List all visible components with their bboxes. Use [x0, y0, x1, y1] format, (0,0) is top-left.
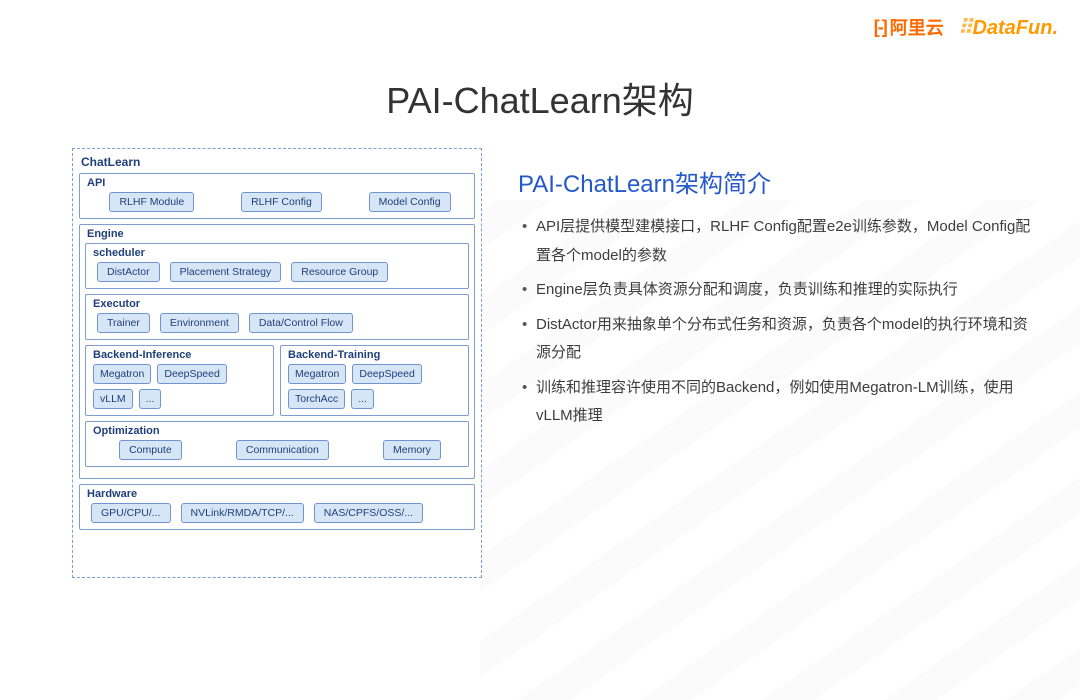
node-compute: Compute — [119, 440, 182, 460]
bt-row-0: Megatron DeepSpeed — [286, 364, 463, 384]
layer-engine: Engine scheduler DistActor Placement Str… — [79, 224, 475, 479]
bullet-list: API层提供模型建模接口，RLHF Config配置e2e训练参数，Model … — [518, 213, 1032, 431]
layer-hardware: Hardware GPU/CPU/... NVLink/RMDA/TCP/...… — [79, 484, 475, 530]
layer-api-row: RLHF Module RLHF Config Model Config — [85, 192, 469, 212]
node-data-control-flow: Data/Control Flow — [249, 313, 353, 333]
node-bt-megatron: Megatron — [288, 364, 346, 384]
sublayer-optimization: Optimization Compute Communication Memor… — [85, 421, 469, 467]
scheduler-row: DistActor Placement Strategy Resource Gr… — [91, 262, 463, 282]
datafun-dots-icon: ⠿ — [958, 17, 973, 39]
bullet-item: Engine层负责具体资源分配和调度，负责训练和推理的实际执行 — [518, 276, 1032, 305]
layer-api: API RLHF Module RLHF Config Model Config — [79, 173, 475, 219]
bullet-item: API层提供模型建模接口，RLHF Config配置e2e训练参数，Model … — [518, 213, 1032, 270]
description-panel: PAI-ChatLearn架构简介 API层提供模型建模接口，RLHF Conf… — [518, 148, 1032, 578]
bullet-item: 训练和推理容许使用不同的Backend，例如使用Megatron-LM训练，使用… — [518, 374, 1032, 431]
node-bi-vllm: vLLM — [93, 389, 133, 409]
content-row: ChatLearn API RLHF Module RLHF Config Mo… — [72, 148, 1032, 578]
logo-aliyun: [-] 阿里云 — [874, 14, 944, 40]
node-trainer: Trainer — [97, 313, 150, 333]
layer-api-title: API — [87, 177, 469, 189]
backend-inference-title: Backend-Inference — [93, 349, 268, 361]
node-bt-more: ... — [351, 389, 374, 409]
node-nas: NAS/CPFS/OSS/... — [314, 503, 423, 523]
bi-row-0: Megatron DeepSpeed — [91, 364, 268, 384]
logo-datafun: ⠿DataFun. — [958, 15, 1058, 40]
sublayer-backend-inference: Backend-Inference Megatron DeepSpeed vLL… — [85, 345, 274, 416]
bt-row-1: TorchAcc ... — [286, 389, 463, 409]
optimization-title: Optimization — [93, 425, 463, 437]
bi-row-1: vLLM ... — [91, 389, 268, 409]
node-memory: Memory — [383, 440, 441, 460]
executor-title: Executor — [93, 298, 463, 310]
bullet-item: DistActor用来抽象单个分布式任务和资源，负责各个model的执行环境和资… — [518, 311, 1032, 368]
node-model-config: Model Config — [369, 192, 451, 212]
backend-training-title: Backend-Training — [288, 349, 463, 361]
architecture-diagram: ChatLearn API RLHF Module RLHF Config Mo… — [72, 148, 482, 578]
node-gpu-cpu: GPU/CPU/... — [91, 503, 171, 523]
node-placement-strategy: Placement Strategy — [170, 262, 282, 282]
scheduler-title: scheduler — [93, 247, 463, 259]
layer-hardware-title: Hardware — [87, 488, 469, 500]
datafun-text: DataFun. — [972, 17, 1058, 39]
node-communication: Communication — [236, 440, 329, 460]
node-rlhf-config: RLHF Config — [241, 192, 322, 212]
aliyun-bracket-icon: [-] — [874, 17, 886, 38]
sublayer-scheduler: scheduler DistActor Placement Strategy R… — [85, 243, 469, 289]
backend-columns: Backend-Inference Megatron DeepSpeed vLL… — [85, 345, 469, 416]
aliyun-text: 阿里云 — [890, 14, 944, 40]
diagram-outer-title: ChatLearn — [81, 155, 475, 169]
header-logos: [-] 阿里云 ⠿DataFun. — [874, 14, 1058, 40]
node-environment: Environment — [160, 313, 239, 333]
node-distactor: DistActor — [97, 262, 160, 282]
sublayer-backend-training: Backend-Training Megatron DeepSpeed Torc… — [280, 345, 469, 416]
node-bi-megatron: Megatron — [93, 364, 151, 384]
node-bi-deepspeed: DeepSpeed — [157, 364, 226, 384]
sublayer-executor: Executor Trainer Environment Data/Contro… — [85, 294, 469, 340]
node-bt-torchacc: TorchAcc — [288, 389, 345, 409]
executor-row: Trainer Environment Data/Control Flow — [91, 313, 463, 333]
node-bi-more: ... — [139, 389, 162, 409]
page-title: PAI-ChatLearn架构 — [0, 72, 1080, 124]
layer-engine-title: Engine — [87, 228, 469, 240]
node-nvlink: NVLink/RMDA/TCP/... — [181, 503, 304, 523]
node-rlhf-module: RLHF Module — [109, 192, 194, 212]
node-bt-deepspeed: DeepSpeed — [352, 364, 421, 384]
node-resource-group: Resource Group — [291, 262, 388, 282]
optimization-row: Compute Communication Memory — [91, 440, 463, 460]
description-heading: PAI-ChatLearn架构简介 — [518, 164, 1032, 199]
hardware-row: GPU/CPU/... NVLink/RMDA/TCP/... NAS/CPFS… — [85, 503, 469, 523]
